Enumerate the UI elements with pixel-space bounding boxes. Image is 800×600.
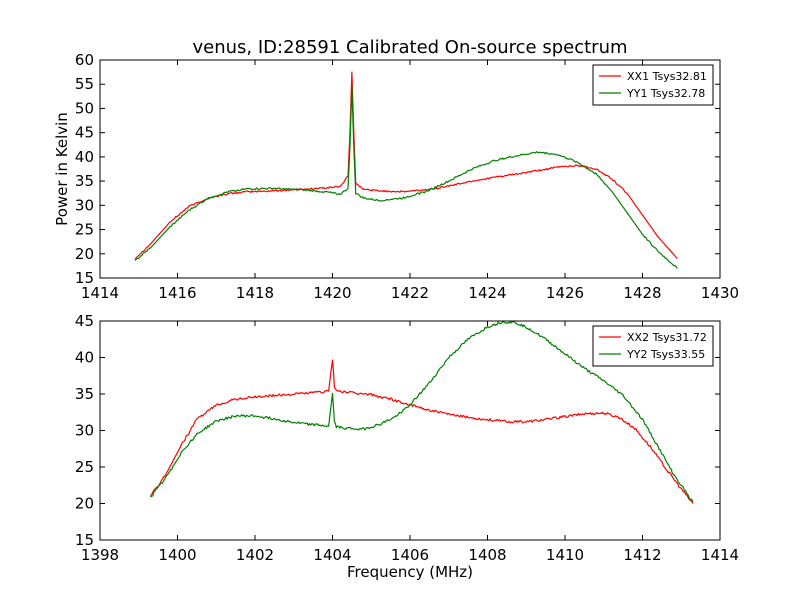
x-tick-label: 1412 [623,546,661,564]
x-tick-label: 1404 [313,546,351,564]
y-tick-label: 15 [75,269,94,287]
legend: XX1 Tsys32.81 YY1 Tsys32.78 [592,64,714,106]
x-tick-label: 1402 [236,546,274,564]
x-tick-label: 1422 [391,284,429,302]
x-tick-label: 1430 [701,284,739,302]
y-tick-label: 45 [75,124,94,142]
x-tick-label: 1414 [701,546,739,564]
y-tick-label: 25 [75,458,94,476]
x-tick-label: 1416 [158,284,196,302]
y-tick-label: 45 [75,312,94,330]
x-tick-label: 1398 [81,546,119,564]
series-line-yy [150,320,694,503]
series-group [149,320,694,504]
y-tick-label: 40 [75,349,94,367]
series-group [134,71,678,269]
legend-box [592,325,714,367]
y-tick-label: 50 [75,99,94,117]
legend-label: YY1 Tsys32.78 [626,87,705,100]
y-tick-label: 35 [75,385,94,403]
x-tick-label: 1426 [546,284,584,302]
x-tick-label: 1420 [313,284,351,302]
top-panel: 1414 1416 1418 1420 1422 1424 1426 1428 1430 15 20… [53,51,739,302]
y-tick-label: 20 [75,245,94,263]
bottom-panel: 1398 1400 1402 1404 1406 1408 1410 1412 1414 15 20… [75,312,739,581]
y-tick-label: 20 [75,495,94,513]
x-tick-label: 1408 [468,546,506,564]
y-tick-label: 40 [75,148,94,166]
x-tick-label: 1410 [546,546,584,564]
x-tick-label: 1428 [623,284,661,302]
y-tick-label: 15 [75,531,94,549]
legend-box [592,64,714,106]
x-axis-label: Frequency (MHz) [347,563,473,581]
legend: XX2 Tsys31.72 YY2 Tsys33.55 [592,325,714,367]
series-line-yy [134,86,678,269]
figure-title: venus, ID:28591 Calibrated On-source spe… [192,37,627,58]
x-tick-label: 1406 [391,546,429,564]
x-tick-label: 1418 [236,284,274,302]
series-line-xx [134,71,678,260]
x-tick-label: 1414 [81,284,119,302]
y-tick-label: 60 [75,51,94,69]
y-axis-label: Power in Kelvin [53,112,71,226]
legend-label: XX1 Tsys32.81 [627,70,707,83]
y-tick-label: 30 [75,196,94,214]
y-tick-label: 55 [75,75,94,93]
legend-label: XX2 Tsys31.72 [627,331,707,344]
x-tick-label: 1400 [158,546,196,564]
y-tick-label: 30 [75,422,94,440]
legend-label: YY2 Tsys33.55 [626,348,705,361]
y-tick-label: 25 [75,221,94,239]
x-tick-label: 1424 [468,284,506,302]
series-line-xx [149,359,694,504]
y-tick-label: 35 [75,172,94,190]
